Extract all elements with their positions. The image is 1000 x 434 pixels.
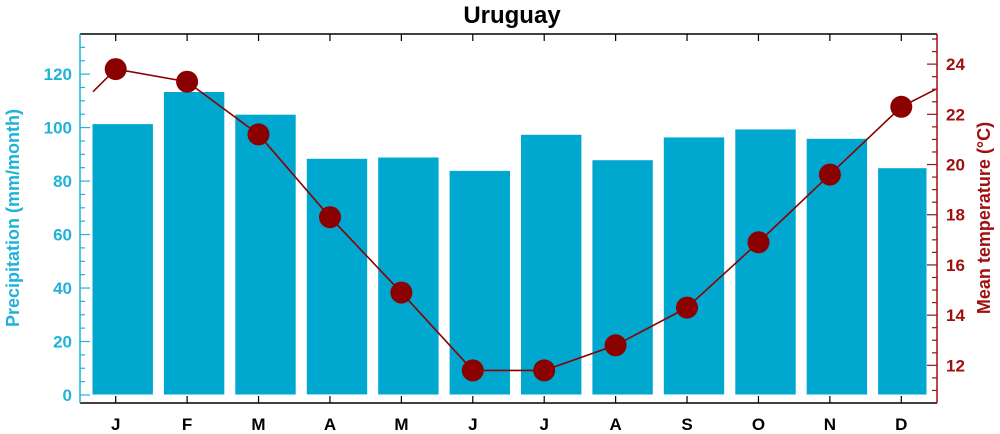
left-axis-label: Precipitation (mm/month) (3, 109, 23, 327)
x-tick-label: J (468, 415, 477, 434)
bar-11 (877, 167, 928, 396)
x-tick-label: J (539, 415, 548, 434)
right-tick-label: 16 (946, 256, 965, 275)
temperature-point-6 (533, 359, 556, 382)
temperature-point-0 (104, 58, 127, 81)
left-tick-label: 80 (53, 172, 72, 191)
temperature-point-5 (461, 359, 484, 382)
precipitation-bars (91, 91, 928, 396)
bar-3 (305, 157, 369, 396)
bar-8 (662, 136, 726, 396)
axes-layer: J F M A M J J A S O N D 0 20 40 60 80 100 120 12 14 16 18 20 22 2… (44, 33, 965, 434)
left-tick-label: 0 (63, 386, 72, 405)
bar-1 (162, 91, 226, 396)
temperature-point-8 (676, 296, 698, 319)
temperature-point-9 (747, 231, 770, 254)
temperature-point-4 (390, 281, 413, 304)
right-tick-label: 20 (946, 156, 965, 175)
right-tick-label: 14 (946, 306, 965, 325)
x-tick-label: F (182, 415, 192, 434)
right-tick-label: 18 (946, 206, 965, 225)
x-tick-label: A (609, 415, 621, 434)
left-tick-label: 20 (53, 333, 72, 352)
right-axis-label: Mean temperature (°C) (974, 122, 994, 314)
bar-2 (234, 113, 297, 396)
bar-5 (448, 169, 512, 396)
bar-0 (91, 123, 154, 396)
right-tick-label: 24 (946, 55, 965, 74)
x-tick-label: M (394, 415, 408, 434)
x-tick-label: J (111, 415, 120, 434)
temperature-point-10 (818, 163, 841, 186)
x-tick-label: A (324, 415, 336, 434)
right-tick-label: 22 (946, 105, 965, 124)
x-tick-label: D (895, 415, 907, 434)
temperature-line-layer (92, 58, 937, 382)
temperature-point-1 (176, 70, 199, 93)
x-tick-label: N (824, 415, 836, 434)
right-tick-label: 12 (946, 356, 965, 375)
temperature-point-2 (247, 123, 270, 146)
left-tick-label: 100 (44, 119, 72, 138)
x-tick-label: O (752, 415, 765, 434)
temperature-point-7 (604, 334, 627, 357)
left-tick-label: 60 (53, 226, 72, 245)
temperature-line (92, 68, 937, 372)
temperature-point-11 (890, 95, 913, 118)
left-tick-label: 40 (53, 279, 72, 298)
temperature-point-3 (319, 206, 341, 229)
bar-4 (377, 156, 440, 396)
chart-title: Uruguay (463, 2, 561, 29)
bar-6 (520, 133, 583, 396)
left-tick-label: 120 (44, 65, 72, 84)
x-tick-label: M (251, 415, 265, 434)
bar-7 (591, 159, 654, 396)
x-tick-label: S (681, 415, 692, 434)
bar-9 (734, 128, 797, 396)
